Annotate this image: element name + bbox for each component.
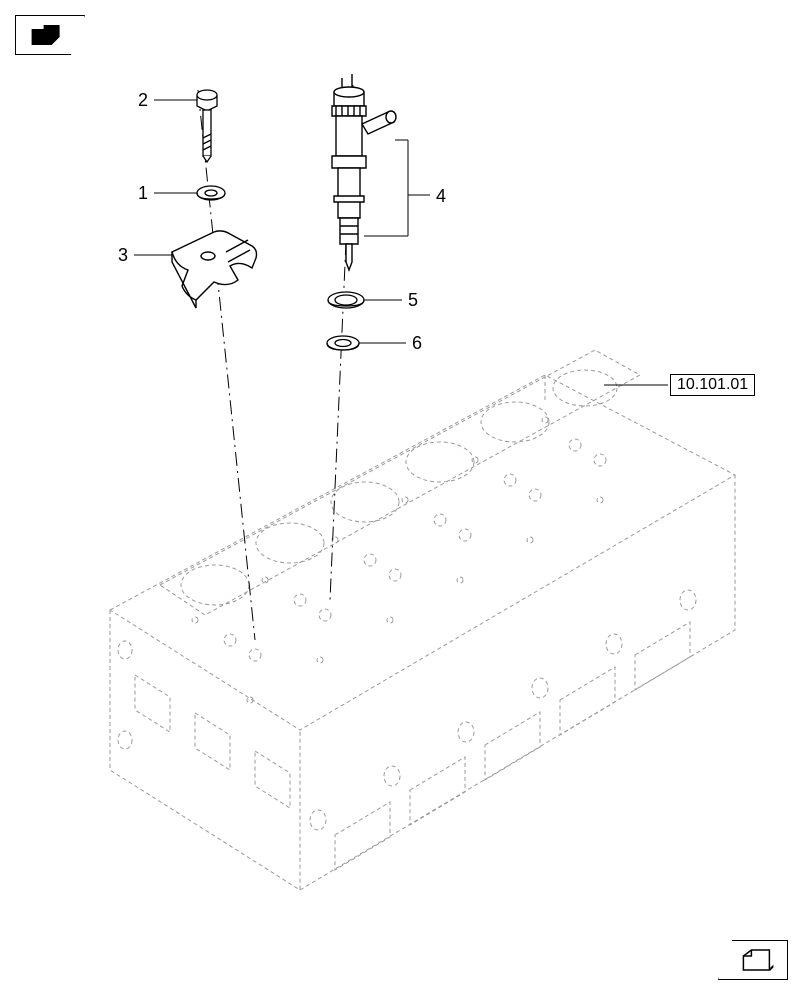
exploded-diagram (0, 0, 808, 1000)
cylinder-head-ghost (110, 350, 735, 890)
part-washer (197, 186, 225, 200)
ref-box: 10.101.01 (670, 374, 755, 396)
assembly-axis-lines (198, 85, 353, 640)
callout-1: 1 (138, 183, 148, 204)
callout-6: 6 (412, 333, 422, 354)
part-screw (197, 90, 217, 162)
part-clamp-bracket (172, 231, 257, 308)
page: 2 1 3 4 5 6 10.101.01 (0, 0, 808, 1000)
part-seal-ring (328, 292, 364, 308)
part-injector (332, 74, 396, 270)
part-copper-washer (327, 336, 359, 350)
callout-5: 5 (408, 290, 418, 311)
callout-3: 3 (118, 245, 128, 266)
callout-4: 4 (436, 186, 446, 207)
callout-2: 2 (138, 90, 148, 111)
